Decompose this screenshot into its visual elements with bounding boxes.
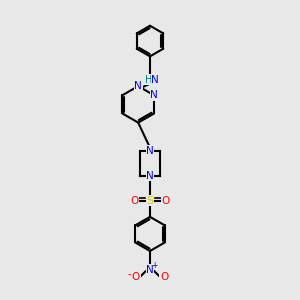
Text: N: N [146, 146, 154, 156]
Text: O: O [132, 272, 140, 282]
Text: O: O [161, 196, 170, 206]
Text: N: N [134, 81, 142, 91]
Text: O: O [130, 196, 139, 206]
Text: -: - [128, 269, 131, 279]
Text: N: N [146, 171, 154, 181]
Text: O: O [160, 272, 168, 282]
Text: H: H [145, 75, 152, 85]
Text: S: S [146, 196, 154, 206]
Text: +: + [151, 261, 158, 270]
Text: N: N [146, 265, 154, 275]
Text: N: N [150, 90, 158, 100]
Text: N: N [152, 75, 159, 85]
